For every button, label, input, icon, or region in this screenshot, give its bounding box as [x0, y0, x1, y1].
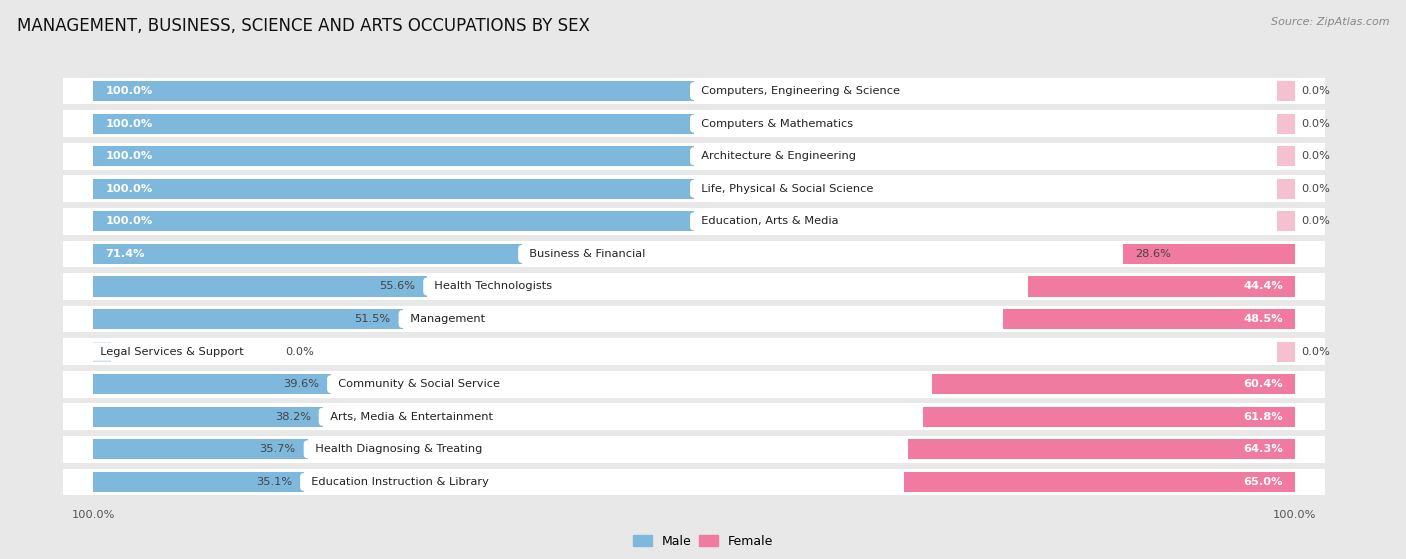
Bar [63, 338, 1324, 365]
Bar [904, 472, 1295, 492]
Bar [93, 374, 330, 394]
Text: 65.0%: 65.0% [1243, 477, 1282, 487]
Text: 51.5%: 51.5% [354, 314, 391, 324]
Text: 35.7%: 35.7% [260, 444, 295, 454]
Bar [93, 342, 111, 362]
Bar [93, 276, 427, 297]
Text: 48.5%: 48.5% [1243, 314, 1282, 324]
Text: 44.4%: 44.4% [1243, 282, 1282, 291]
Bar [1123, 244, 1295, 264]
Text: 39.6%: 39.6% [283, 379, 319, 389]
Text: Legal Services & Support: Legal Services & Support [93, 347, 252, 357]
Bar [93, 81, 695, 101]
Text: Health Diagnosing & Treating: Health Diagnosing & Treating [308, 444, 489, 454]
Bar [93, 146, 695, 166]
Text: Education Instruction & Library: Education Instruction & Library [304, 477, 496, 487]
Text: 71.4%: 71.4% [105, 249, 145, 259]
Text: 0.0%: 0.0% [1301, 347, 1330, 357]
Bar [93, 439, 308, 459]
Bar [93, 309, 402, 329]
Text: Computers & Mathematics: Computers & Mathematics [695, 119, 860, 129]
Text: Computers, Engineering & Science: Computers, Engineering & Science [695, 86, 907, 96]
Text: 0.0%: 0.0% [1301, 184, 1330, 194]
Bar [63, 436, 1324, 463]
Bar [63, 176, 1324, 202]
Text: 55.6%: 55.6% [380, 282, 415, 291]
Text: 0.0%: 0.0% [1301, 151, 1330, 161]
Bar [63, 306, 1324, 333]
Bar [1277, 81, 1295, 101]
Bar [1277, 113, 1295, 134]
Bar [93, 211, 695, 231]
Text: 0.0%: 0.0% [1301, 86, 1330, 96]
Bar [93, 244, 522, 264]
Bar [908, 439, 1295, 459]
Bar [1277, 211, 1295, 231]
Text: 0.0%: 0.0% [1301, 119, 1330, 129]
Text: 61.8%: 61.8% [1243, 412, 1282, 422]
Text: Arts, Media & Entertainment: Arts, Media & Entertainment [323, 412, 501, 422]
Text: 100.0%: 100.0% [105, 119, 152, 129]
Text: 100.0%: 100.0% [105, 216, 152, 226]
Text: Source: ZipAtlas.com: Source: ZipAtlas.com [1271, 17, 1389, 27]
Text: 0.0%: 0.0% [285, 347, 315, 357]
Bar [924, 407, 1295, 427]
Text: 64.3%: 64.3% [1243, 444, 1282, 454]
Text: 38.2%: 38.2% [274, 412, 311, 422]
Bar [93, 113, 695, 134]
Text: 60.4%: 60.4% [1243, 379, 1282, 389]
Bar [93, 407, 323, 427]
Text: Community & Social Service: Community & Social Service [330, 379, 508, 389]
Text: Architecture & Engineering: Architecture & Engineering [695, 151, 863, 161]
Bar [63, 110, 1324, 137]
Bar [93, 472, 304, 492]
Bar [63, 371, 1324, 397]
Text: 100.0%: 100.0% [105, 151, 152, 161]
Text: 28.6%: 28.6% [1135, 249, 1171, 259]
Bar [1004, 309, 1295, 329]
Bar [93, 179, 695, 199]
Bar [63, 240, 1324, 267]
Text: MANAGEMENT, BUSINESS, SCIENCE AND ARTS OCCUPATIONS BY SEX: MANAGEMENT, BUSINESS, SCIENCE AND ARTS O… [17, 17, 589, 35]
Bar [1028, 276, 1295, 297]
Bar [1277, 342, 1295, 362]
Text: 35.1%: 35.1% [256, 477, 292, 487]
Bar [63, 208, 1324, 235]
Text: Business & Financial: Business & Financial [522, 249, 652, 259]
Text: Education, Arts & Media: Education, Arts & Media [695, 216, 846, 226]
Text: 100.0%: 100.0% [105, 184, 152, 194]
Text: 100.0%: 100.0% [105, 86, 152, 96]
Text: Life, Physical & Social Science: Life, Physical & Social Science [695, 184, 880, 194]
Text: Health Technologists: Health Technologists [427, 282, 560, 291]
Bar [63, 143, 1324, 169]
Legend: Male, Female: Male, Female [628, 530, 778, 553]
Bar [932, 374, 1295, 394]
Text: 0.0%: 0.0% [1301, 216, 1330, 226]
Bar [63, 273, 1324, 300]
Bar [63, 468, 1324, 495]
Bar [1277, 179, 1295, 199]
Bar [63, 404, 1324, 430]
Text: Management: Management [402, 314, 492, 324]
Bar [63, 78, 1324, 105]
Bar [1277, 146, 1295, 166]
